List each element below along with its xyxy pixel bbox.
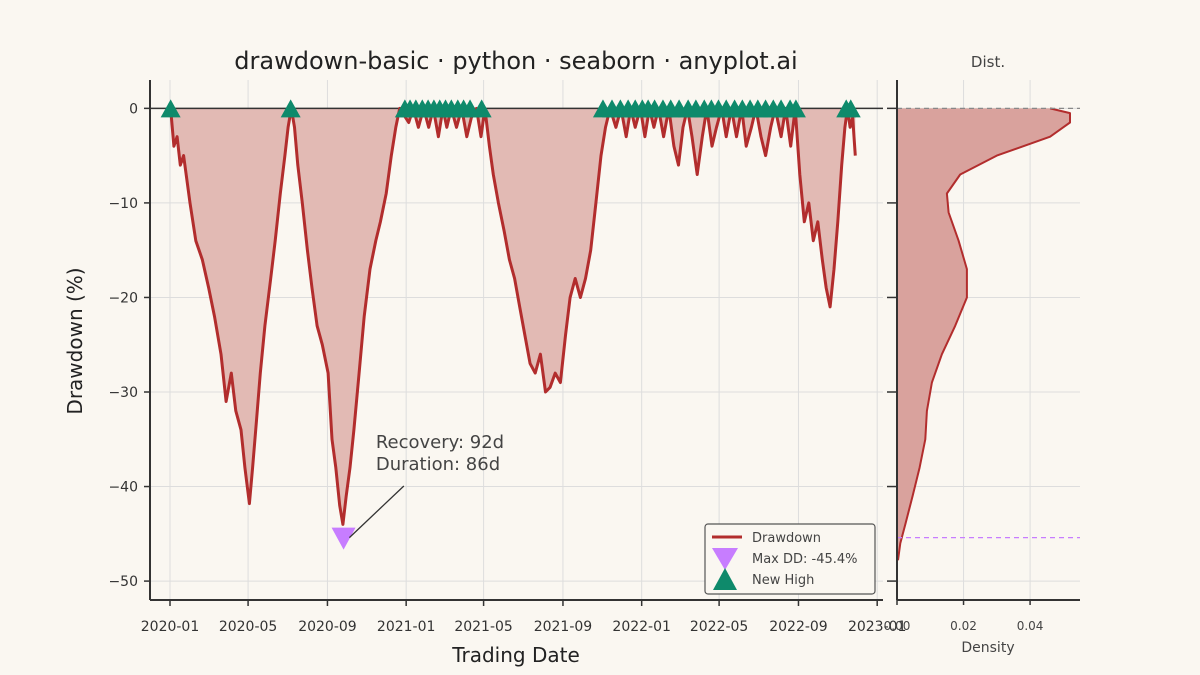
- density-fill: [897, 108, 1070, 561]
- chart-title: drawdown-basic · python · seaborn · anyp…: [234, 47, 797, 75]
- annotation-recovery-text: Recovery: 92d: [376, 432, 504, 453]
- new-high-marker: [280, 99, 301, 118]
- legend: Drawdown Max DD: -45.4% New High: [704, 523, 876, 595]
- new-high-marker: [160, 99, 181, 118]
- y-tick-label: −10: [108, 196, 138, 212]
- y-tick-label: −50: [108, 574, 138, 590]
- y-tick-label: −20: [108, 290, 138, 306]
- x-tick-label: 2021-05: [454, 619, 513, 635]
- x-tick-label: 2020-09: [298, 619, 357, 635]
- x-tick-label: 2021-01: [377, 619, 436, 635]
- y-tick-label: −40: [108, 480, 138, 496]
- y-tick-label: −30: [108, 385, 138, 401]
- legend-new-high-icon: [713, 568, 737, 590]
- legend-max-dd-label: Max DD: -45.4%: [752, 552, 858, 567]
- max-drawdown-marker: [331, 527, 356, 550]
- legend-new-high-label: New High: [752, 573, 814, 588]
- new-high-marker: [840, 99, 861, 118]
- x-tick-label: 2021-09: [534, 619, 593, 635]
- dist-axes: 0.00 0.02 0.04: [884, 80, 1080, 633]
- annotation: Recovery: 92d Duration: 86d: [348, 432, 504, 539]
- x-tick-label: 2023-01: [848, 619, 907, 635]
- dist-x-axis-label: Density: [961, 640, 1014, 656]
- new-high-marker: [785, 99, 806, 118]
- dist-x-tick-label: 0.00: [884, 619, 911, 633]
- x-tick-label: 2022-05: [690, 619, 749, 635]
- x-tick-label: 2022-01: [612, 619, 671, 635]
- x-tick-label: 2022-09: [769, 619, 828, 635]
- main-axes: 0 −10 −20 −30 −40 −50 2020-01 2020-05 2020-09 202…: [108, 80, 906, 635]
- legend-drawdown-label: Drawdown: [752, 531, 821, 546]
- dist-x-tick-label: 0.04: [1017, 619, 1044, 633]
- annotation-arrow: [348, 485, 405, 539]
- marker-layer: [160, 99, 861, 550]
- density-line: [897, 107, 1071, 561]
- x-tick-label: 2020-05: [219, 619, 278, 635]
- legend-box: [704, 523, 876, 595]
- y-axis-label: Drawdown (%): [63, 267, 87, 414]
- density-area: [897, 107, 1080, 561]
- annotation-duration-text: Duration: 86d: [376, 454, 500, 475]
- x-axis-label: Trading Date: [451, 643, 580, 667]
- new-high-marker: [471, 99, 492, 118]
- y-tick-label: 0: [129, 101, 138, 117]
- x-tick-label: 2020-01: [141, 619, 200, 635]
- dist-x-tick-label: 0.02: [950, 619, 977, 633]
- legend-max-dd-icon: [712, 548, 738, 570]
- dist-panel-title: Dist.: [971, 53, 1005, 71]
- drawdown-fill: [170, 108, 856, 525]
